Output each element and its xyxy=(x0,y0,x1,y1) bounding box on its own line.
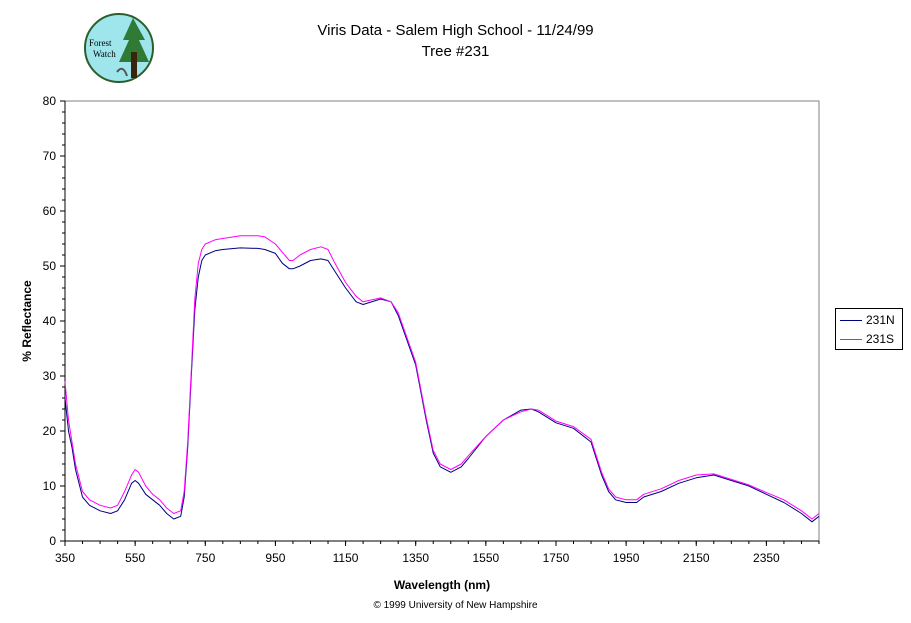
x-tick-label: 1950 xyxy=(613,551,640,565)
chart-subtitle: Tree #231 xyxy=(421,43,490,60)
series-line-231n xyxy=(64,247,820,523)
y-tick-label: 50 xyxy=(43,259,57,273)
y-tick-label: 20 xyxy=(43,424,57,438)
legend-swatch xyxy=(840,338,862,340)
chart-legend: 231N 231S xyxy=(835,308,903,350)
y-tick-label: 10 xyxy=(43,479,57,493)
legend-label: 231N xyxy=(866,313,895,327)
x-tick-label: 550 xyxy=(125,551,145,565)
y-axis-label: % Reflectance xyxy=(20,280,34,362)
x-tick-label: 2150 xyxy=(683,551,710,565)
legend-label: 231S xyxy=(866,332,895,346)
copyright-notice: © 1999 University of New Hampshire xyxy=(373,600,538,611)
svg-text:Forest: Forest xyxy=(89,38,112,48)
forest-watch-logo: Forest Watch xyxy=(84,13,154,83)
x-tick-label: 950 xyxy=(265,551,285,565)
x-tick-label: 2350 xyxy=(753,551,780,565)
y-tick-label: 80 xyxy=(43,94,57,108)
chart-axes xyxy=(64,100,820,542)
x-tick-label: 1750 xyxy=(543,551,570,565)
x-tick-label: 350 xyxy=(55,551,75,565)
legend-swatch xyxy=(840,319,862,321)
legend-item-231n: 231N xyxy=(840,312,895,328)
y-tick-label: 30 xyxy=(43,369,57,383)
y-tick-label: 40 xyxy=(43,314,57,328)
chart-title: Viris Data - Salem High School - 11/24/9… xyxy=(317,22,594,39)
x-axis-label: Wavelength (nm) xyxy=(394,578,490,592)
series-line-231s xyxy=(64,235,820,520)
y-tick-label: 60 xyxy=(43,204,57,218)
plot-frame xyxy=(64,100,820,542)
x-tick-label: 1350 xyxy=(402,551,429,565)
y-tick-label: 0 xyxy=(49,534,56,548)
x-tick-label: 1150 xyxy=(333,551,359,565)
chart-series xyxy=(64,235,820,523)
svg-text:Watch: Watch xyxy=(93,49,116,59)
legend-item-231s: 231S xyxy=(840,331,894,347)
chart-ticks: 350 550 750 950 1150 1350 1550 1750 1950 2150 2350… xyxy=(43,94,820,565)
x-tick-label: 1550 xyxy=(472,551,499,565)
x-tick-label: 750 xyxy=(195,551,215,565)
y-tick-label: 70 xyxy=(43,149,57,163)
